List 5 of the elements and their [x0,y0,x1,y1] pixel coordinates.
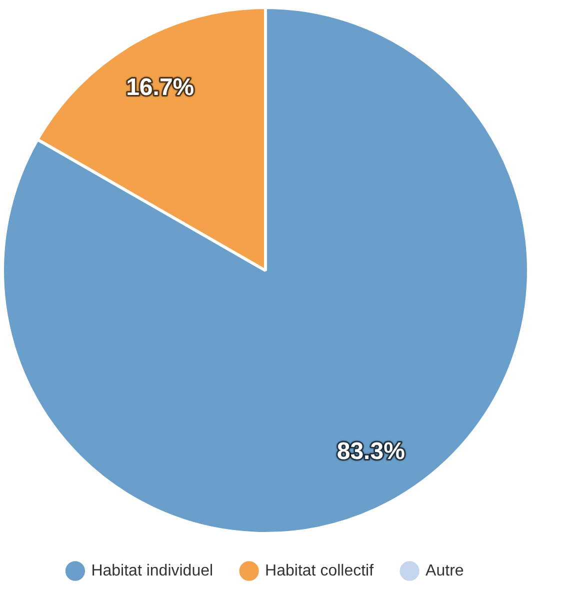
legend-label: Habitat collectif [265,562,374,580]
legend-label: Habitat individuel [91,562,214,580]
legend-label: Autre [426,562,464,580]
data-label: 83.3% [336,438,405,466]
data-label: 16.7% [126,74,194,102]
